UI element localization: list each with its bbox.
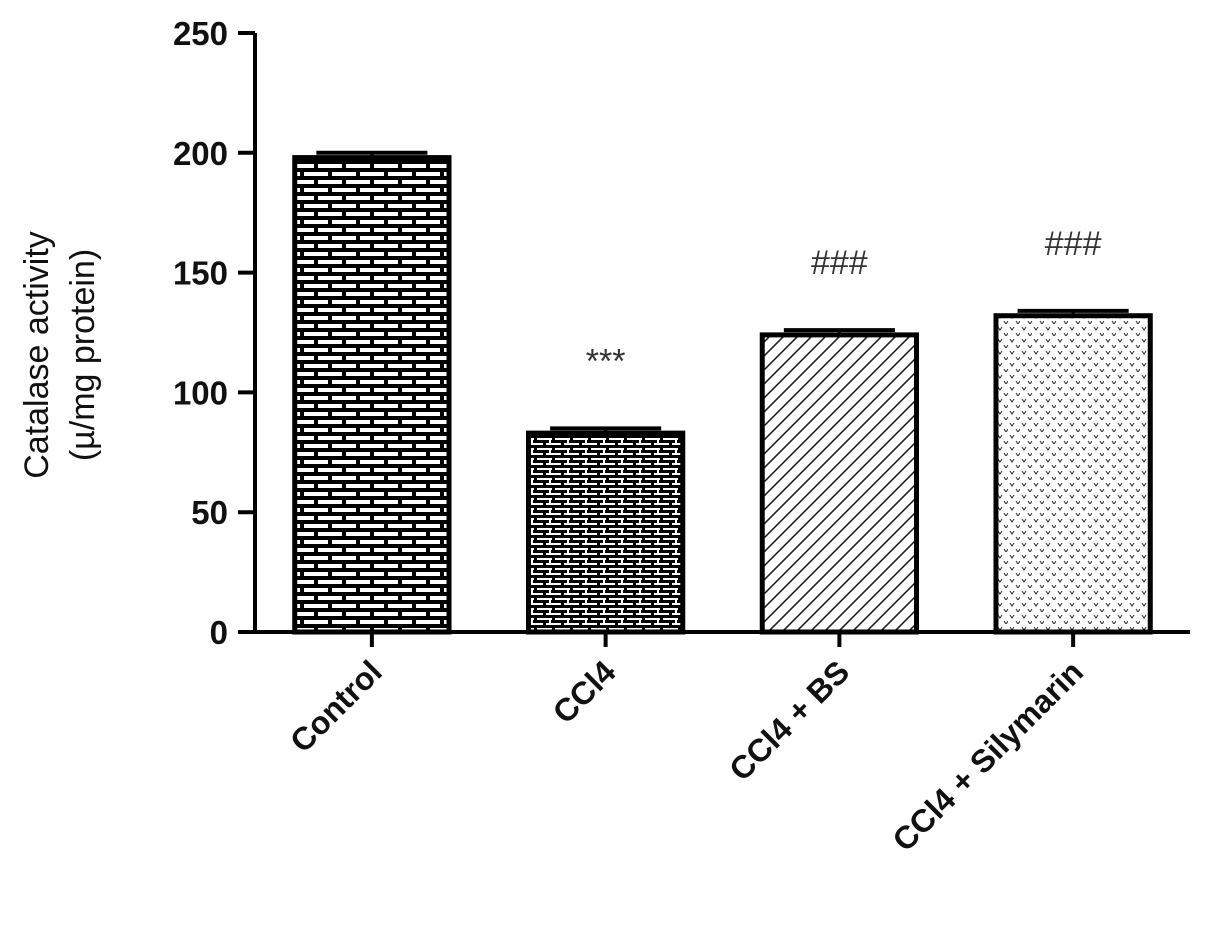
x-tick-label: CCl4 + Silymarin <box>885 653 1090 858</box>
significance-annotation: *** <box>586 342 626 380</box>
y-tick-label: 250 <box>173 15 228 52</box>
bar <box>525 430 686 635</box>
significance-annotation: ### <box>811 244 868 282</box>
y-axis-label: Catalase activity (µ/mg protein) <box>18 231 102 479</box>
annotations-group: *** ### ### <box>586 225 1102 380</box>
x-tick-label: CCl4 + BS <box>722 653 856 787</box>
y-axis-ticks: 0 50 100 150 200 250 <box>173 15 255 651</box>
y-tick-label: 200 <box>173 135 228 172</box>
bar <box>993 313 1153 635</box>
y-tick-label: 150 <box>173 255 228 292</box>
y-axis-label-line-2: (µ/mg protein) <box>64 249 102 461</box>
y-tick-label: 50 <box>191 494 228 531</box>
x-tick-label: Control <box>283 653 389 759</box>
x-tick-label: CCl4 <box>546 653 623 730</box>
bar <box>292 155 452 635</box>
y-tick-label: 0 <box>210 614 228 651</box>
bars-group <box>292 150 1153 635</box>
significance-annotation: ### <box>1045 225 1102 263</box>
x-axis-ticks: Control CCl4 CCl4 + BS CCl4 + Silymarin <box>283 632 1090 858</box>
bar <box>759 332 920 635</box>
y-tick-label: 100 <box>173 374 228 411</box>
y-axis-label-line-1: Catalase activity <box>18 231 56 479</box>
